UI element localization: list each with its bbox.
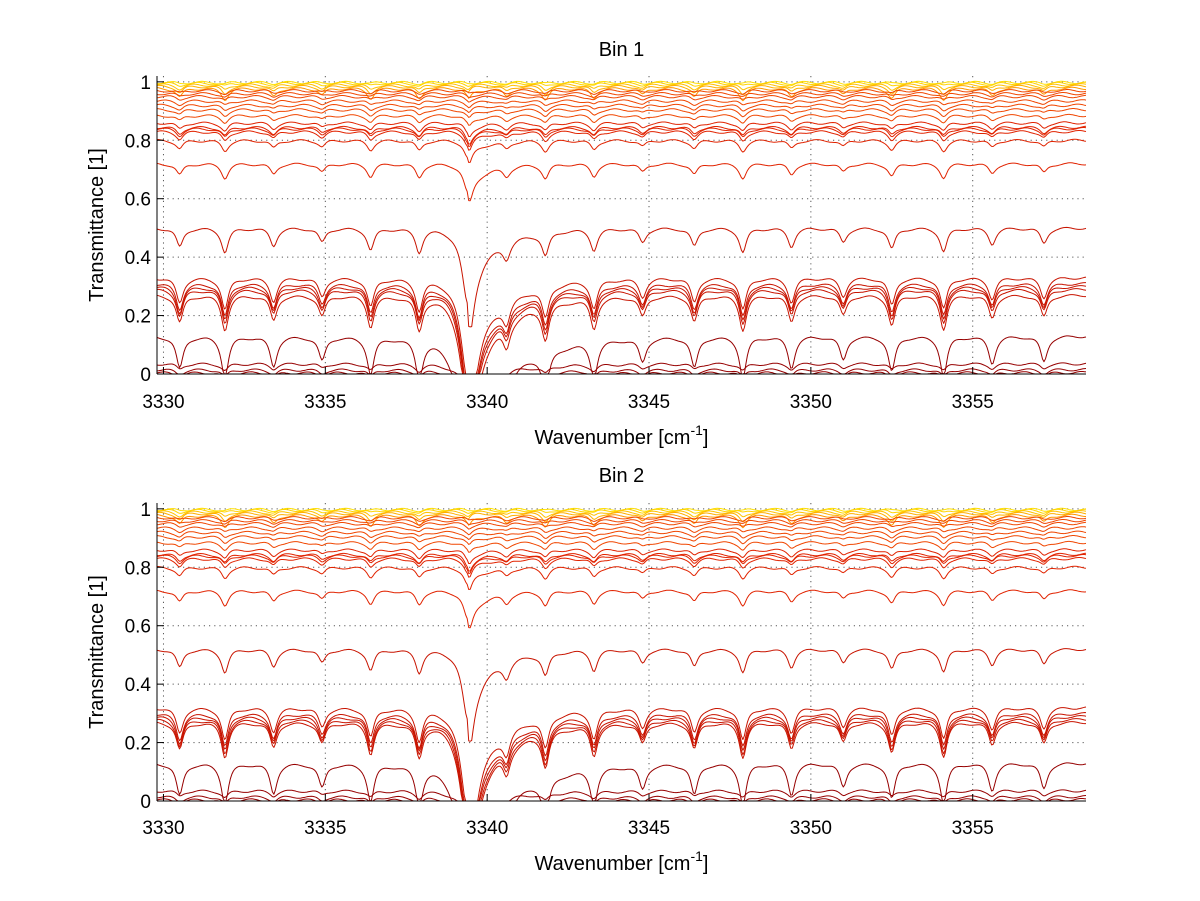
- y-tick-label: 0: [140, 792, 151, 813]
- series-line: [156, 81, 1086, 87]
- series-line: [157, 552, 1087, 572]
- series-line: [156, 99, 1087, 109]
- x-tick-label: 3345: [628, 818, 670, 839]
- x-axis-label: Wavenumber [cm-1]: [535, 422, 709, 449]
- series-line: [156, 715, 1087, 802]
- y-axis-label: Transmittance [1]: [86, 148, 108, 302]
- series-line: [156, 540, 1087, 553]
- x-tick-label: 3330: [142, 818, 184, 839]
- series-line: [156, 508, 1086, 514]
- series-line: [156, 84, 1087, 96]
- series-group: [156, 80, 1087, 375]
- y-tick-label: 0: [140, 365, 151, 386]
- series-line: [156, 127, 1087, 147]
- y-tick-label: 0.2: [125, 307, 151, 328]
- x-tick-label: 3335: [304, 818, 346, 839]
- series-line: [157, 125, 1087, 145]
- x-axis-label: Wavenumber [cm-1]: [535, 848, 709, 875]
- series-line: [156, 371, 1087, 375]
- series-line: [157, 288, 1087, 375]
- subplot-bin-1: 3330 3335 3340 3345 3350 3355 0 0.2 0.4 0.6 0.8 1 Bi…: [86, 39, 1087, 449]
- series-line: [156, 285, 1087, 375]
- subplot-bin-2: 3330 3335 3340 3345 3350 3355 0 0.2 0.4 0.6 0.8 1 Bi…: [86, 465, 1087, 875]
- series-line: [156, 368, 1087, 375]
- series-line: [156, 721, 1086, 802]
- y-tick-label: 0.4: [125, 248, 152, 269]
- series-line: [156, 718, 1087, 802]
- series-line: [156, 294, 1086, 375]
- series-line: [156, 535, 1087, 545]
- series-line: [156, 510, 1087, 518]
- series-line: [156, 554, 1087, 574]
- series-line: [156, 226, 1087, 328]
- chart-title: Bin 1: [599, 39, 645, 61]
- series-line: [156, 548, 1087, 564]
- x-tick-label: 3355: [952, 392, 994, 413]
- series-line: [156, 798, 1087, 802]
- x-tick-label: 3340: [466, 818, 508, 839]
- series-line: [157, 565, 1087, 590]
- series-line: [156, 519, 1087, 526]
- x-tick-label: 3355: [952, 818, 994, 839]
- series-line: [156, 789, 1087, 802]
- series-line: [156, 103, 1087, 113]
- y-tick-label: 1: [140, 73, 151, 94]
- series-line: [156, 589, 1087, 629]
- x-tick-label: 3330: [142, 392, 184, 413]
- series-line: [156, 86, 1086, 102]
- series-line: [156, 712, 1087, 802]
- series-line: [156, 795, 1087, 802]
- x-tick-label: 3335: [304, 392, 346, 413]
- x-tick-label: 3340: [466, 392, 508, 413]
- series-line: [156, 516, 1087, 523]
- series-line: [156, 108, 1087, 118]
- series-line: [156, 335, 1087, 375]
- series-line: [156, 511, 1087, 523]
- series-line: [156, 94, 1087, 103]
- series-line: [156, 362, 1087, 375]
- y-tick-label: 0.8: [125, 131, 151, 152]
- series-line: [156, 89, 1087, 96]
- series-line: [156, 521, 1087, 530]
- y-tick-label: 0.2: [125, 734, 151, 755]
- y-tick-label: 0.6: [125, 617, 151, 638]
- series-line: [156, 276, 1087, 375]
- series-line: [156, 526, 1087, 536]
- series-line: [156, 706, 1087, 802]
- series-line: [156, 530, 1087, 540]
- series-line: [156, 121, 1087, 137]
- series-line: [156, 513, 1086, 529]
- y-tick-label: 0.4: [125, 675, 152, 696]
- chart-title: Bin 2: [599, 465, 645, 487]
- y-tick-label: 1: [140, 500, 151, 521]
- series-line: [156, 113, 1087, 126]
- series-line: [156, 162, 1087, 202]
- series-line: [157, 138, 1087, 163]
- y-tick-label: 0.6: [125, 190, 151, 211]
- series-line: [156, 92, 1087, 99]
- series-line: [156, 762, 1087, 802]
- series-line: [156, 282, 1086, 375]
- x-tick-label: 3350: [790, 818, 832, 839]
- x-tick-label: 3345: [628, 392, 670, 413]
- y-tick-label: 0.8: [125, 558, 151, 579]
- series-line: [156, 557, 1087, 578]
- series-line: [156, 130, 1087, 151]
- y-axis-label: Transmittance [1]: [86, 575, 108, 729]
- x-tick-label: 3350: [790, 392, 832, 413]
- series-group: [156, 507, 1087, 802]
- series-line: [156, 83, 1087, 91]
- series-line: [156, 648, 1087, 742]
